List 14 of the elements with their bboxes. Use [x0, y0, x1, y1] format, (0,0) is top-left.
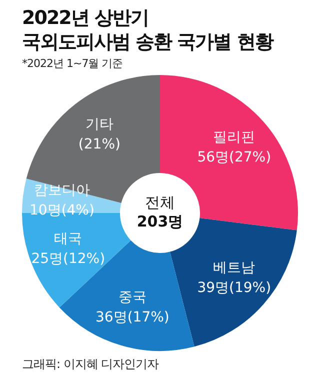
slice-label: 필리핀 [213, 129, 256, 146]
text: 그래픽: 이지혜 디자인기자 [22, 356, 159, 373]
slice-label: 태국 [54, 231, 82, 248]
data-label: 36명(17%) [96, 310, 170, 326]
slice-label: 기타 [85, 116, 114, 133]
text: 전체 203명 [136, 193, 184, 230]
chart-title: 2022년 상반기 국외도피사범 송환 국가별 현황 [22, 6, 273, 54]
slice-label: 중국 [118, 290, 146, 306]
data-label: 56명(27%) [197, 149, 272, 166]
slice-label: 베트남 [213, 260, 256, 276]
data-label: 25명(12%) [31, 251, 106, 268]
chart-subtitle: *2022년 1~7월 기준 [22, 56, 123, 71]
data-label: 39명(19%) [197, 280, 272, 296]
data-label: (21%) [78, 136, 120, 153]
